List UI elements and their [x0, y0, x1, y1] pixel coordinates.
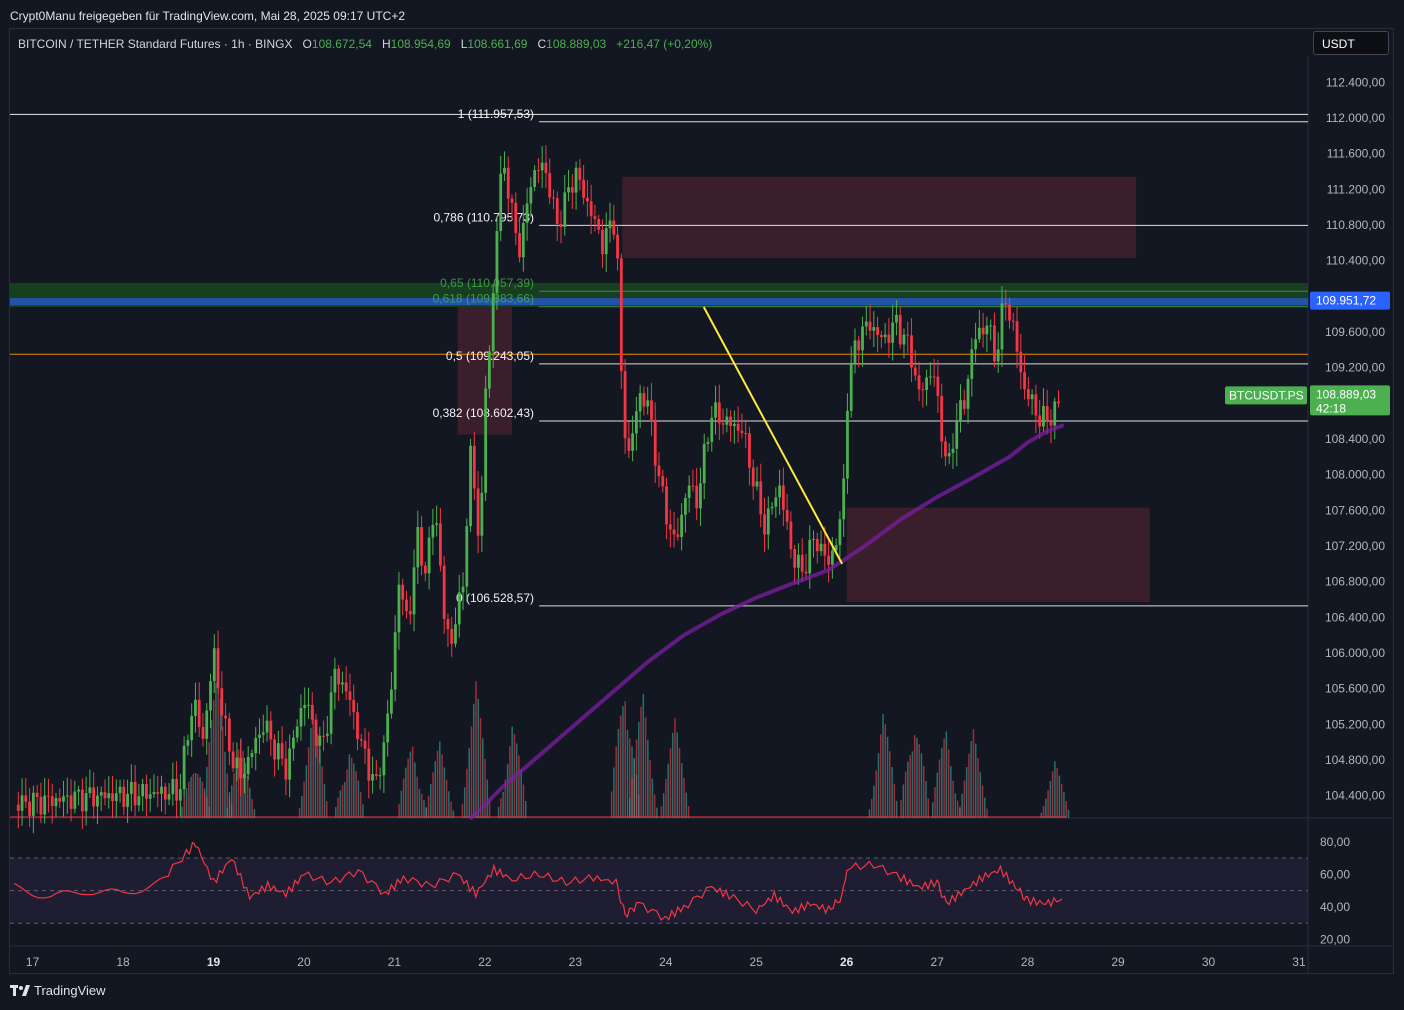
low-label: L	[460, 37, 468, 51]
symbol-bar: BITCOIN / TETHER Standard Futures · 1h ·…	[18, 37, 712, 51]
tradingview-brand: TradingView	[34, 983, 106, 998]
close-value: 108.889,03	[546, 37, 607, 51]
chart-frame	[9, 28, 1394, 974]
tradingview-logo-icon	[10, 984, 30, 997]
low-value: 108.661,69	[467, 37, 528, 51]
symbol-title[interactable]: BITCOIN / TETHER Standard Futures · 1h ·…	[18, 37, 293, 51]
close-label: C	[537, 37, 547, 51]
high-label: H	[381, 37, 391, 51]
tradingview-footer: TradingView	[10, 983, 106, 998]
currency-unit-button[interactable]: USDT	[1313, 31, 1389, 55]
high-value: 108.954,69	[390, 37, 451, 51]
open-value: 108.672,54	[311, 37, 372, 51]
change-value: +216,47 (+0,20%)	[616, 37, 713, 51]
open-label: O	[302, 37, 312, 51]
publisher-line: Crypt0Manu freigegeben für TradingView.c…	[10, 9, 406, 23]
